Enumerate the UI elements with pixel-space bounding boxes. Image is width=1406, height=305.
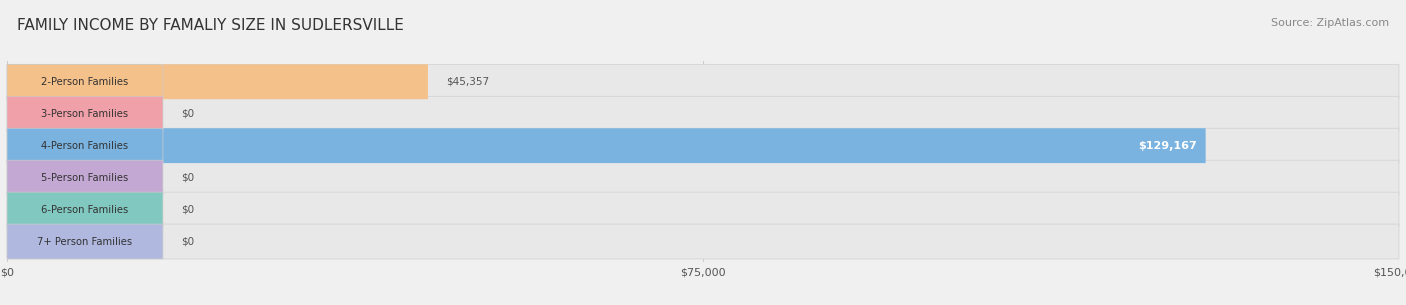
- Text: $0: $0: [181, 205, 194, 215]
- FancyBboxPatch shape: [7, 224, 1399, 259]
- Text: 4-Person Families: 4-Person Families: [41, 141, 128, 151]
- Text: $45,357: $45,357: [446, 77, 489, 87]
- FancyBboxPatch shape: [7, 128, 1206, 163]
- FancyBboxPatch shape: [7, 96, 1399, 131]
- Text: 7+ Person Families: 7+ Person Families: [38, 237, 132, 246]
- Text: $0: $0: [181, 173, 194, 183]
- FancyBboxPatch shape: [7, 224, 163, 259]
- FancyBboxPatch shape: [7, 192, 1399, 227]
- Text: $0: $0: [181, 109, 194, 119]
- Text: FAMILY INCOME BY FAMALIY SIZE IN SUDLERSVILLE: FAMILY INCOME BY FAMALIY SIZE IN SUDLERS…: [17, 18, 404, 33]
- Text: $0: $0: [181, 237, 194, 246]
- Text: Source: ZipAtlas.com: Source: ZipAtlas.com: [1271, 18, 1389, 28]
- FancyBboxPatch shape: [7, 128, 1399, 163]
- FancyBboxPatch shape: [7, 64, 1399, 99]
- Text: 3-Person Families: 3-Person Families: [41, 109, 128, 119]
- FancyBboxPatch shape: [7, 96, 163, 131]
- Text: 2-Person Families: 2-Person Families: [41, 77, 128, 87]
- Text: 6-Person Families: 6-Person Families: [41, 205, 128, 215]
- FancyBboxPatch shape: [7, 64, 427, 99]
- FancyBboxPatch shape: [7, 160, 1399, 195]
- FancyBboxPatch shape: [7, 192, 163, 227]
- Text: 5-Person Families: 5-Person Families: [41, 173, 128, 183]
- FancyBboxPatch shape: [7, 160, 163, 195]
- FancyBboxPatch shape: [7, 64, 163, 99]
- FancyBboxPatch shape: [7, 128, 163, 163]
- Text: $129,167: $129,167: [1139, 141, 1198, 151]
